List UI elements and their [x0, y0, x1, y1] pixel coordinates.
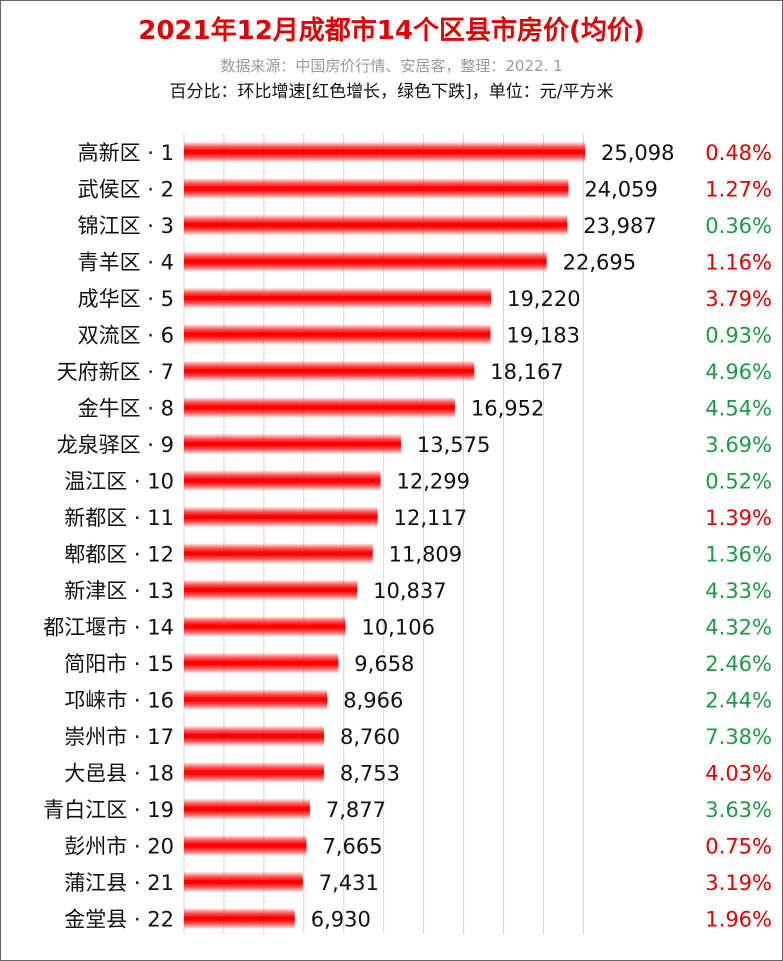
- bar-core: [184, 770, 324, 775]
- bar-core: [184, 661, 339, 665]
- percent-label: 0.52%: [705, 470, 772, 494]
- bar-core: [184, 150, 585, 154]
- percent-label: 3.63%: [705, 798, 772, 822]
- value-label: 11,809: [389, 543, 462, 567]
- percent-label: 0.36%: [705, 214, 772, 238]
- value-label: 19,183: [506, 324, 579, 348]
- percent-label: 4.03%: [705, 762, 772, 786]
- bar-core: [184, 223, 568, 227]
- category-label: 大邑县 · 18: [64, 762, 174, 786]
- value-label: 7,431: [319, 871, 379, 895]
- percent-label: 4.96%: [705, 360, 772, 384]
- category-label: 龙泉驿区 · 9: [57, 433, 174, 457]
- percent-label: 3.19%: [705, 871, 772, 895]
- value-label: 13,575: [417, 433, 490, 457]
- bar-core: [184, 843, 307, 848]
- bar-core: [184, 405, 455, 410]
- chart-title: 2021年12月成都市14个区县市房价(均价): [138, 16, 645, 46]
- category-label: 成华区 · 5: [78, 287, 174, 311]
- category-label: 高新区 · 1: [78, 141, 174, 165]
- category-label: 崇州市 · 17: [64, 725, 174, 749]
- value-label: 23,987: [583, 214, 656, 238]
- category-label: 武侯区 · 2: [78, 178, 174, 202]
- value-label: 24,059: [584, 178, 657, 202]
- value-label: 12,299: [397, 470, 470, 494]
- percent-label: 3.79%: [705, 287, 772, 311]
- chart-note: 百分比：环比增速[红色增长，绿色下跌]，单位：元/平方米: [169, 82, 614, 102]
- percent-label: 3.69%: [705, 433, 772, 457]
- category-label: 郫都区 · 12: [64, 543, 174, 567]
- bar-core: [184, 332, 491, 337]
- percent-label: 1.96%: [705, 908, 772, 932]
- category-label: 新津区 · 13: [64, 579, 174, 603]
- value-label: 19,220: [507, 287, 580, 311]
- percent-label: 0.48%: [705, 141, 772, 165]
- category-label: 双流区 · 6: [78, 324, 174, 348]
- bar-core: [184, 624, 346, 629]
- percent-label: 4.33%: [705, 579, 772, 603]
- labels: 高新区 · 1 25,098 0.48% 武侯区 · 2 24,059 1.27% 锦江区 …: [43, 141, 772, 932]
- category-label: 温江区 · 10: [64, 470, 174, 494]
- category-label: 青白江区 · 19: [43, 798, 174, 822]
- category-label: 都江堰市 · 14: [43, 616, 174, 640]
- bar-core: [184, 296, 492, 300]
- percent-label: 4.32%: [705, 616, 772, 640]
- percent-label: 1.27%: [705, 178, 772, 202]
- value-label: 12,117: [394, 506, 467, 530]
- value-label: 8,760: [340, 725, 400, 749]
- category-label: 彭州市 · 20: [64, 835, 174, 859]
- percent-label: 4.54%: [705, 397, 772, 421]
- value-label: 7,877: [326, 798, 386, 822]
- bar-core: [184, 442, 401, 446]
- category-label: 简阳市 · 15: [64, 652, 174, 676]
- value-label: 10,837: [373, 579, 446, 603]
- category-label: 邛崃市 · 16: [64, 689, 174, 713]
- value-label: 7,665: [322, 835, 382, 859]
- bar-core: [184, 916, 295, 921]
- category-label: 青羊区 · 4: [78, 251, 174, 275]
- percent-label: 2.46%: [705, 652, 772, 676]
- category-label: 天府新区 · 7: [57, 360, 174, 384]
- category-label: 蒲江县 · 21: [64, 871, 174, 895]
- value-label: 25,098: [601, 141, 674, 165]
- value-label: 10,106: [361, 616, 434, 640]
- category-label: 锦江区 · 3: [78, 214, 174, 238]
- value-label: 9,658: [354, 652, 414, 676]
- category-label: 新都区 · 11: [64, 506, 174, 530]
- percent-label: 1.36%: [705, 543, 772, 567]
- percent-label: 1.16%: [705, 251, 772, 275]
- bar-core: [184, 478, 381, 483]
- bar-core: [184, 259, 547, 264]
- bar-core: [184, 515, 378, 519]
- value-label: 16,952: [471, 397, 544, 421]
- value-label: 6,930: [311, 908, 371, 932]
- percent-label: 1.39%: [705, 506, 772, 530]
- bar-core: [184, 807, 310, 811]
- bars: [184, 142, 585, 929]
- bar-core: [184, 588, 358, 592]
- bar-core: [184, 697, 328, 702]
- category-label: 金牛区 · 8: [78, 397, 174, 421]
- value-label: 8,753: [340, 762, 400, 786]
- percent-label: 2.44%: [705, 689, 772, 713]
- bar-core: [184, 734, 324, 738]
- bar-core: [184, 551, 373, 556]
- value-label: 22,695: [563, 251, 636, 275]
- chart-source: 数据来源：中国房价行情、安居客，整理：2022. 1: [220, 57, 563, 75]
- bar-core: [184, 186, 569, 191]
- category-label: 金堂县 · 22: [64, 908, 174, 932]
- bar-core: [184, 369, 475, 373]
- percent-label: 0.93%: [705, 324, 772, 348]
- value-label: 8,966: [343, 689, 403, 713]
- value-label: 18,167: [490, 360, 563, 384]
- bar-core: [184, 880, 303, 884]
- percent-label: 0.75%: [705, 835, 772, 859]
- percent-label: 7.38%: [705, 725, 772, 749]
